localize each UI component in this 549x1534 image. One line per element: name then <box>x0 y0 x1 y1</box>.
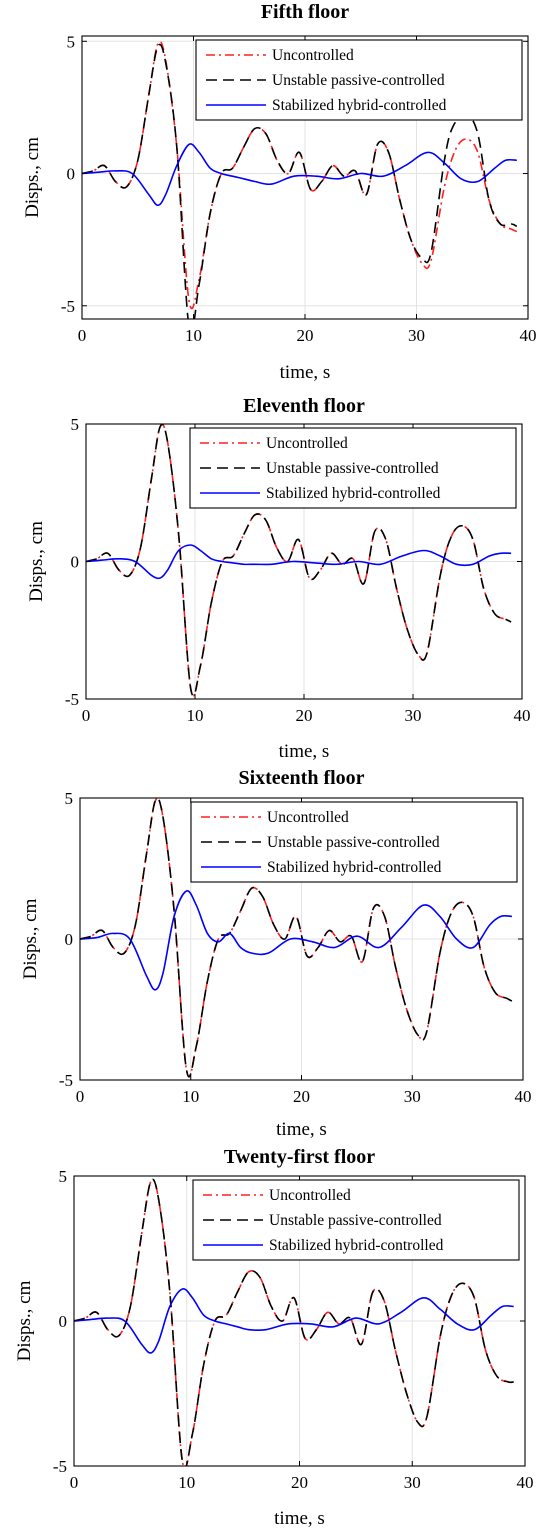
chart-title: Sixteenth floor <box>238 767 364 789</box>
x-tick-label: 0 <box>82 706 91 725</box>
x-tick-label: 0 <box>76 1087 85 1106</box>
x-tick-label: 10 <box>185 326 202 345</box>
legend-label-3: Stabilized hybrid-controlled <box>269 1237 444 1254</box>
legend-label-1: Uncontrolled <box>266 435 348 452</box>
legend-label-2: Unstable passive-controlled <box>266 460 439 477</box>
legend-label-2: Unstable passive-controlled <box>269 1212 442 1229</box>
series-line-3 <box>74 1288 514 1354</box>
x-tick-label: 40 <box>515 1087 532 1106</box>
y-tick-label: 5 <box>71 415 80 434</box>
y-tick-label: -5 <box>59 1071 73 1090</box>
series-line-2 <box>74 1178 514 1466</box>
x-axis-label: time, s <box>279 741 330 762</box>
y-tick-label: -5 <box>61 297 75 316</box>
y-tick-label: 5 <box>59 1167 68 1186</box>
series-line-1 <box>82 40 518 310</box>
legend: Uncontrolled Unstable passive-controlled S… <box>192 1179 520 1261</box>
y-tick-label: 0 <box>65 930 74 949</box>
y-tick-label: 0 <box>67 165 76 184</box>
y-tick-label: -5 <box>65 690 79 709</box>
x-tick-label: 10 <box>178 1473 195 1492</box>
y-axis-label: Disps., cm <box>20 898 41 979</box>
legend-label-3: Stabilized hybrid-controlled <box>266 485 441 502</box>
series-line-2 <box>82 43 518 319</box>
y-tick-label: 0 <box>59 1312 68 1331</box>
legend-label-1: Uncontrolled <box>272 47 354 64</box>
series-line-2 <box>86 424 512 697</box>
x-tick-label: 20 <box>293 1087 310 1106</box>
series-line-3 <box>86 544 512 580</box>
y-tick-label: -5 <box>53 1457 67 1476</box>
y-axis-label: Disps., cm <box>14 1280 35 1361</box>
y-axis-label: Disps., cm <box>22 137 43 218</box>
y-tick-label: 0 <box>71 553 80 572</box>
x-tick-label: 10 <box>182 1087 199 1106</box>
x-tick-label: 40 <box>514 706 531 725</box>
legend-label-3: Stabilized hybrid-controlled <box>267 859 442 876</box>
x-tick-label: 20 <box>291 1473 308 1492</box>
x-tick-label: 30 <box>404 1087 421 1106</box>
series-line-3 <box>80 890 512 991</box>
legend: Uncontrolled Unstable passive-controlled S… <box>189 427 517 509</box>
x-tick-label: 0 <box>78 326 87 345</box>
x-tick-label: 40 <box>517 1473 534 1492</box>
x-tick-label: 20 <box>296 706 313 725</box>
x-tick-label: 30 <box>404 1473 421 1492</box>
chart-title: Eleventh floor <box>243 395 365 417</box>
x-tick-label: 0 <box>70 1473 79 1492</box>
x-tick-label: 30 <box>405 706 422 725</box>
series-line-3 <box>82 143 517 207</box>
x-tick-label: 10 <box>187 706 204 725</box>
y-tick-label: 5 <box>67 32 76 51</box>
x-tick-label: 40 <box>520 326 537 345</box>
chart-title: Twenty-first floor <box>224 1146 375 1168</box>
chart-title: Fifth floor <box>261 1 349 23</box>
x-axis-label: time, s <box>280 362 331 383</box>
x-axis-label: time, s <box>276 1119 327 1140</box>
legend-label-2: Unstable passive-controlled <box>267 834 440 851</box>
series-line-2 <box>80 798 513 1078</box>
x-tick-label: 20 <box>297 326 314 345</box>
legend-label-2: Unstable passive-controlled <box>272 72 445 89</box>
y-tick-label: 5 <box>65 789 74 808</box>
legend-label-3: Stabilized hybrid-controlled <box>272 97 447 114</box>
legend-label-1: Uncontrolled <box>269 1187 351 1204</box>
y-axis-label: Disps., cm <box>26 521 47 602</box>
legend: Uncontrolled Unstable passive-controlled S… <box>190 801 518 883</box>
x-tick-label: 30 <box>408 326 425 345</box>
legend-label-1: Uncontrolled <box>267 809 349 826</box>
legend: Uncontrolled Unstable passive-controlled S… <box>195 39 523 121</box>
x-axis-label: time, s <box>274 1508 325 1529</box>
